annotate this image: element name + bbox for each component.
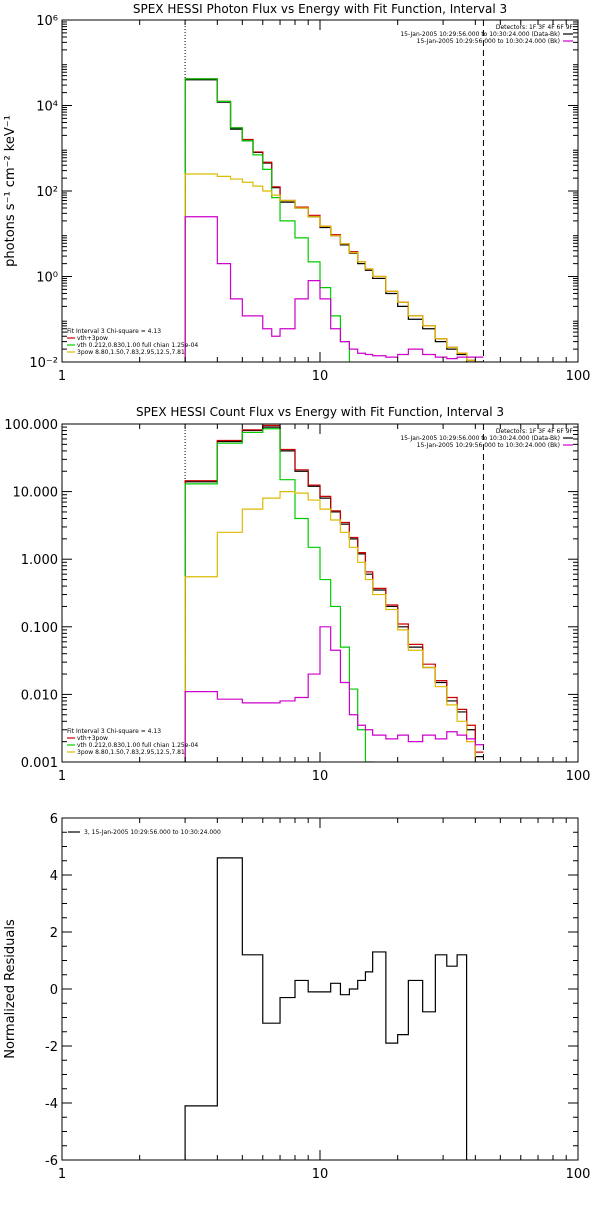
y-tick-label: -2: [45, 1040, 58, 1055]
x-tick-label: 10: [312, 1167, 329, 1182]
legend-bottom-entry: vth+3pow: [77, 735, 108, 742]
plot-frame: [61, 817, 579, 1161]
legend-top-entry: 15-Jan-2005 10:29:56.000 to 10:30:24.000…: [417, 442, 560, 449]
x-tick-label: 1: [58, 369, 66, 384]
legend-bottom-entry: vth 0.212,0.830,1.00 full chian 1.25e-04: [77, 342, 198, 349]
series-group: [184, 857, 468, 1160]
chart-title: SPEX HESSI Count Flux vs Energy with Fit…: [136, 405, 504, 419]
y-axis-label: photons s⁻¹ cm⁻² keV⁻¹: [3, 115, 18, 267]
legend-top-entry: Detectors: 1F 3F 4F 6F 9F: [496, 24, 574, 31]
series-group: [184, 424, 484, 762]
legend-bottom-entry: 3pow 8.80,1.50,7.83,2.95,12.5,7.81: [77, 749, 185, 756]
y-tick-label: 0.100: [21, 621, 58, 636]
series-group: [184, 78, 484, 362]
x-tick-label: 100: [566, 1167, 591, 1182]
series-line-3: [184, 491, 476, 762]
series-line-0: [184, 79, 484, 362]
legend-bottom-entry: 3pow 8.80,1.50,7.83,2.95,12.5,7.81: [77, 349, 185, 356]
legend-top-entry: 3, 15-Jan-2005 10:29:56.000 to 10:30:24.…: [84, 829, 221, 836]
y-tick-label: 4: [50, 869, 58, 884]
plot-frame: [61, 423, 579, 763]
series-line-1: [184, 424, 484, 762]
x-tick-label: 10: [312, 369, 329, 384]
series-line-3: [184, 173, 484, 362]
chart-count-flux: 1 10 100 0.001 0.010 0.100 1.000 10.000 100.000 S…: [4, 405, 590, 784]
series-line-0: [184, 426, 484, 762]
y-tick-label: 1.000: [21, 553, 58, 568]
chart-title: SPEX HESSI Photon Flux vs Energy with Fi…: [133, 2, 507, 16]
series-line-0: [184, 857, 468, 1160]
x-tick-label: 1: [58, 1167, 66, 1182]
chart-photon-flux: 1 10 100 10⁻² 10⁰ 10² 10⁴ 10⁶ SPEX HESSI Photon …: [3, 2, 590, 384]
y-tick-label: 0.001: [21, 756, 58, 771]
legend-top-entry: 15-Jan-2005 10:29:56.000 to 10:30:24.000…: [400, 31, 560, 38]
chart-residuals: 1 10 100 -6 -4 -2 0 2 4 6 Normalized Residuals 3, 1…: [3, 812, 590, 1182]
series-line-4: [184, 626, 484, 762]
legend-bottom-entry: Fit Interval 3 Chi-square = 4.13: [67, 328, 161, 335]
y-tick-label: 10⁻²: [29, 356, 58, 371]
legend-bottom-entry: vth 0.212,0.830,1.00 full chian 1.25e-04: [77, 742, 198, 749]
x-tick-label: 10: [312, 769, 329, 784]
series-line-2: [184, 78, 350, 362]
y-axis-label: Normalized Residuals: [3, 919, 18, 1059]
y-tick-label: 10⁶: [36, 14, 58, 29]
legend-top-entry: 15-Jan-2005 10:29:56.000 to 10:30:24.000…: [417, 38, 560, 45]
legend-bottom-entry: vth+3pow: [77, 335, 108, 342]
y-tick-label: 10.000: [13, 486, 59, 501]
y-tick-label: 0.010: [21, 688, 58, 703]
series-line-1: [184, 78, 484, 362]
y-tick-label: 10⁴: [36, 100, 58, 115]
plot-frame: [61, 19, 579, 363]
y-tick-label: 10²: [36, 185, 58, 200]
series-line-2: [184, 428, 374, 762]
y-tick-label: -6: [45, 1154, 58, 1169]
y-tick-label: 10⁰: [36, 271, 58, 286]
legend-top-entry: 15-Jan-2005 10:29:56.000 to 10:30:24.000…: [400, 435, 560, 442]
y-tick-label: 6: [50, 812, 58, 827]
series-line-4: [184, 216, 484, 362]
legend-bottom-entry: Fit Interval 3 Chi-square = 4.13: [67, 728, 161, 735]
x-tick-label: 100: [566, 369, 591, 384]
x-tick-label: 100: [566, 769, 591, 784]
y-tick-label: 0: [50, 983, 58, 998]
y-tick-label: 100.000: [4, 418, 58, 433]
x-tick-label: 1: [58, 769, 66, 784]
y-tick-label: 2: [50, 926, 58, 941]
legend-top-entry: Detectors: 1F 3F 4F 6F 9F: [496, 428, 574, 435]
y-tick-label: -4: [45, 1097, 58, 1112]
